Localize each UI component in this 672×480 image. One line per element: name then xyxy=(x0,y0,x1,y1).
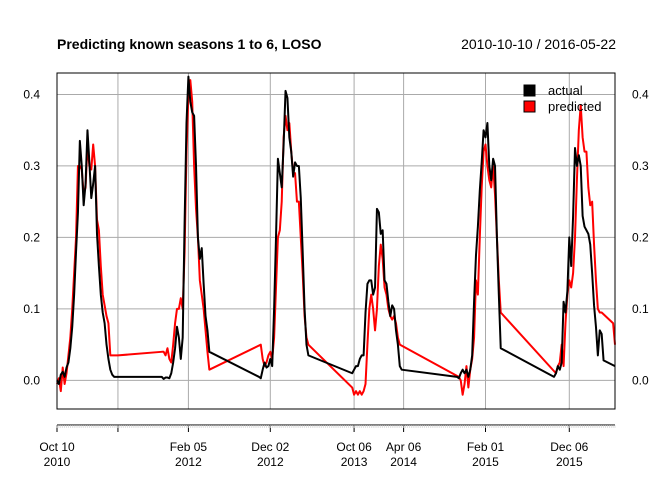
y-tick-label-left: 0.0 xyxy=(23,373,40,387)
x-tick-label: Feb 05 xyxy=(170,440,208,454)
y-tick-label-left: 0.1 xyxy=(23,302,40,316)
x-tick-label: Feb 01 xyxy=(467,440,505,454)
legend-swatch-predicted xyxy=(523,100,536,113)
grid xyxy=(56,73,615,409)
x-tick-label-year: 2015 xyxy=(556,455,583,469)
y-tick-label-right: 0.3 xyxy=(632,159,649,173)
y-tick-label-right: 0.4 xyxy=(632,87,649,101)
y-tick-label-left: 0.4 xyxy=(23,87,40,101)
series-lines xyxy=(56,75,616,396)
chart-title: Predicting known seasons 1 to 6, LOSO xyxy=(57,36,322,52)
y-tick-label-left: 0.3 xyxy=(23,159,40,173)
y-tick-label-right: 0.1 xyxy=(632,302,649,316)
legend-label-predicted: predicted xyxy=(548,99,601,114)
x-tick-label: Dec 06 xyxy=(550,440,588,454)
y-tick-label-right: 0.0 xyxy=(632,373,649,387)
y-tick-label-right: 0.2 xyxy=(632,230,649,244)
x-tick-label-year: 2015 xyxy=(472,455,499,469)
x-tick-label-year: 2012 xyxy=(257,455,284,469)
x-tick-label-year: 2010 xyxy=(44,455,71,469)
x-tick-label-year: 2013 xyxy=(341,455,368,469)
x-tick-label: Dec 02 xyxy=(251,440,289,454)
legend: actual predicted xyxy=(523,83,601,114)
series-line-actual xyxy=(56,75,616,385)
legend-label-actual: actual xyxy=(548,83,583,98)
legend-swatch-actual xyxy=(523,84,536,97)
date-range-label: 2010-10-10 / 2016-05-22 xyxy=(461,36,616,52)
x-tick-label-year: 2012 xyxy=(175,455,202,469)
y-tick-label-left: 0.2 xyxy=(23,230,40,244)
x-tick-label: Oct 06 xyxy=(336,440,372,454)
x-tick-label: Oct 10 xyxy=(39,440,75,454)
plot-frame xyxy=(56,72,616,410)
x-tick-label: Apr 06 xyxy=(386,440,422,454)
axes: 0.0 0.0 0.1 0.1 0.2 0.2 0.3 0.3 0.4 0.4 Oct 102010… xyxy=(23,87,649,469)
x-tick-label-year: 2014 xyxy=(390,455,417,469)
